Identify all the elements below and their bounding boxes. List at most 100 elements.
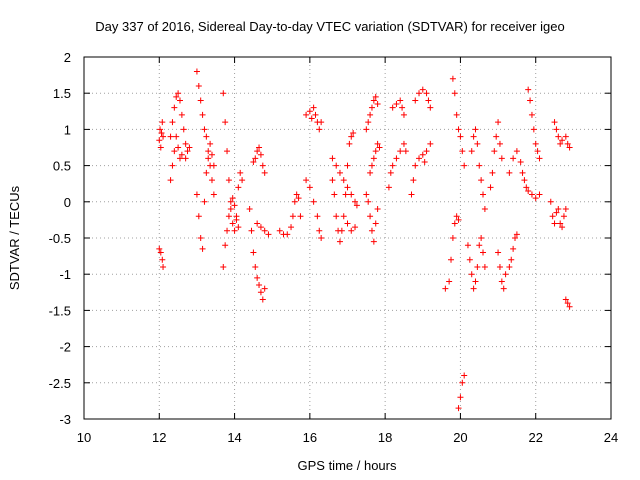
data-point [306, 184, 313, 191]
data-point [235, 224, 242, 231]
data-point [156, 137, 163, 144]
data-point [564, 140, 571, 147]
data-point [193, 68, 200, 75]
data-point [393, 101, 400, 108]
data-point [329, 155, 336, 162]
data-point [560, 213, 567, 220]
data-point [295, 195, 302, 202]
data-point [506, 263, 513, 270]
data-point [566, 303, 573, 310]
data-point [333, 162, 340, 169]
data-point [201, 198, 208, 205]
data-point [225, 177, 232, 184]
data-point [210, 191, 217, 198]
data-point [203, 133, 210, 140]
data-point [348, 133, 355, 140]
data-point [222, 242, 229, 249]
data-point [513, 231, 520, 238]
data-point [559, 137, 566, 144]
data-point [389, 104, 396, 111]
x-axis-label: GPS time / hours [298, 458, 397, 473]
data-point [306, 108, 313, 115]
data-point [237, 169, 244, 176]
data-point [160, 133, 167, 140]
data-point [288, 224, 295, 231]
data-point [512, 235, 519, 241]
data-point [227, 198, 234, 205]
data-point [551, 119, 558, 126]
data-point [489, 169, 496, 176]
data-point [348, 227, 355, 234]
data-point [525, 187, 532, 194]
data-point [416, 90, 423, 97]
data-point [393, 155, 400, 162]
data-point [314, 213, 321, 220]
data-point [173, 133, 180, 140]
data-point [229, 195, 236, 202]
data-point [178, 151, 185, 158]
data-point [370, 238, 377, 245]
data-point [402, 148, 409, 155]
data-point [318, 119, 325, 126]
data-point [376, 144, 383, 151]
data-point [259, 162, 266, 169]
data-point [261, 169, 268, 176]
y-tick-label: -1 [59, 267, 71, 282]
data-point [385, 184, 392, 191]
data-point [291, 198, 298, 205]
data-point [372, 220, 379, 227]
data-point [528, 111, 535, 118]
data-point [557, 140, 564, 147]
data-point [333, 213, 340, 220]
data-point [457, 133, 464, 140]
data-point [308, 115, 315, 122]
data-point [455, 216, 462, 223]
data-point [566, 144, 573, 151]
data-point [472, 278, 479, 285]
data-point [193, 191, 200, 198]
data-point [480, 249, 487, 256]
data-point [336, 238, 343, 245]
data-point [397, 97, 404, 104]
data-point [171, 148, 178, 155]
data-point [427, 140, 434, 147]
data-point [195, 213, 202, 220]
data-point [553, 209, 560, 216]
data-point [519, 169, 526, 176]
data-point [446, 278, 453, 285]
data-point [481, 263, 488, 270]
data-point [195, 82, 202, 89]
data-point [368, 104, 375, 111]
data-point [350, 130, 357, 137]
data-point [455, 405, 462, 412]
data-point [229, 220, 236, 227]
data-point [419, 151, 426, 158]
data-point [284, 231, 291, 238]
data-point [468, 148, 475, 155]
data-point [316, 126, 323, 133]
data-point [344, 162, 351, 169]
data-point [487, 184, 494, 191]
data-point [344, 220, 351, 227]
data-point [496, 140, 503, 147]
data-point [510, 155, 517, 162]
data-point [495, 119, 502, 126]
data-point [254, 148, 261, 155]
data-point [227, 206, 234, 213]
data-point [169, 119, 176, 126]
data-point [474, 140, 481, 147]
data-point [250, 249, 257, 256]
data-point [368, 227, 375, 234]
data-point [449, 235, 456, 241]
x-tick-label: 12 [152, 430, 166, 445]
data-point [470, 133, 477, 140]
data-point [169, 162, 176, 169]
data-point [536, 155, 543, 162]
data-point [562, 206, 569, 213]
y-tick-label: -2 [59, 340, 71, 355]
data-point [562, 296, 569, 303]
data-point [367, 213, 374, 220]
data-point [457, 394, 464, 401]
data-point [517, 158, 524, 165]
